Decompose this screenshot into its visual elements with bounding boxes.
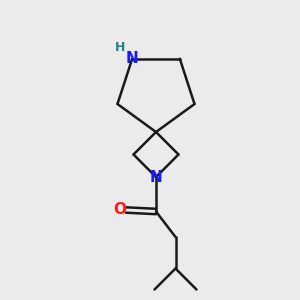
Text: N: N — [150, 169, 162, 184]
Text: H: H — [114, 41, 125, 54]
Text: N: N — [126, 51, 139, 66]
Text: O: O — [113, 202, 126, 217]
